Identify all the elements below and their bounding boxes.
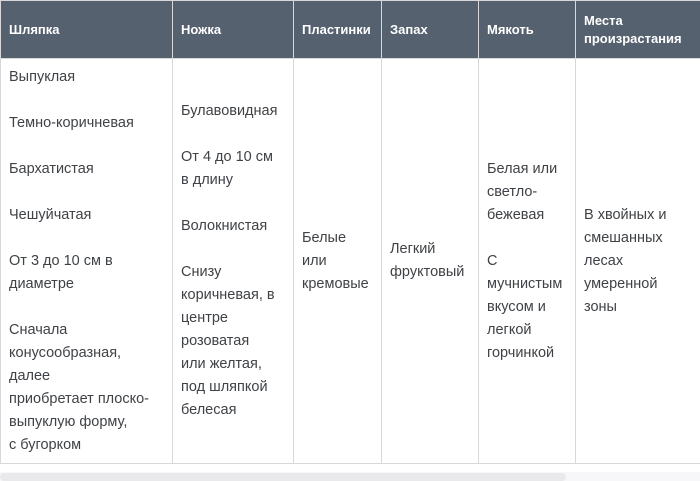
header-row: Шляпка Ножка Пластинки Запах Мякоть Места про… (0, 0, 700, 59)
cell-paragraph: С мучнистым вкусом и легкой горчинкой (487, 252, 563, 361)
cell-paragraph: Белые или кремовые (302, 229, 369, 292)
cell-paragraph: Волокнистая (181, 218, 268, 234)
table-cell-1: Выпуклая Темно-коричневая Бархатистая Чешуй… (0, 58, 173, 464)
cell-paragraph: Выпуклая (9, 68, 76, 85)
horizontal-scrollbar[interactable] (0, 472, 700, 481)
table-header: Шляпка Ножка Пластинки Запах Мякоть Места про… (0, 0, 700, 59)
cell-paragraph: Белая или светло- бежевая (487, 160, 558, 223)
cell-paragraph: От 3 до 10 см в диаметре (9, 252, 113, 292)
table-cell-2: Булавовидная От 4 до 10 см в длину Волокни… (172, 58, 294, 464)
cell-paragraph: Снизу коричневая, в центре розоватая или… (181, 264, 275, 418)
column-header-2: Ножка (172, 0, 294, 59)
cell-paragraph: Булавовидная (181, 103, 278, 119)
scrollbar-thumb[interactable] (0, 473, 566, 481)
body-row: Выпуклая Темно-коричневая Бархатистая Чешуй… (0, 58, 700, 464)
table-body: Выпуклая Темно-коричневая Бархатистая Чешуй… (0, 58, 700, 464)
table-cell-5: Белая или светло- бежевая С мучнистым вку… (478, 58, 576, 464)
cell-paragraph: Бархатистая (9, 160, 94, 177)
cell-paragraph: Легкий фруктовый (390, 241, 465, 280)
column-header-4: Запах (381, 0, 479, 59)
column-header-6: Места произрастания (575, 0, 700, 59)
column-header-1: Шляпка (0, 0, 173, 59)
column-header-5: Мякоть (478, 0, 576, 59)
cell-paragraph: В хвойных и смешанных лесах умеренной зо… (584, 206, 667, 315)
mushroom-characteristics-table: Шляпка Ножка Пластинки Запах Мякоть Места про… (0, 0, 700, 464)
table-cell-6: В хвойных и смешанных лесах умеренной зо… (575, 58, 700, 464)
table-cell-3: Белые или кремовые (293, 58, 382, 464)
cell-paragraph: Сначала конусообразная, далее приобретае… (9, 321, 150, 453)
column-header-3: Пластинки (293, 0, 382, 59)
table-cell-4: Легкий фруктовый (381, 58, 479, 464)
cell-paragraph: От 4 до 10 см в длину (181, 149, 273, 188)
cell-paragraph: Чешуйчатая (9, 206, 92, 223)
cell-paragraph: Темно-коричневая (9, 114, 134, 131)
